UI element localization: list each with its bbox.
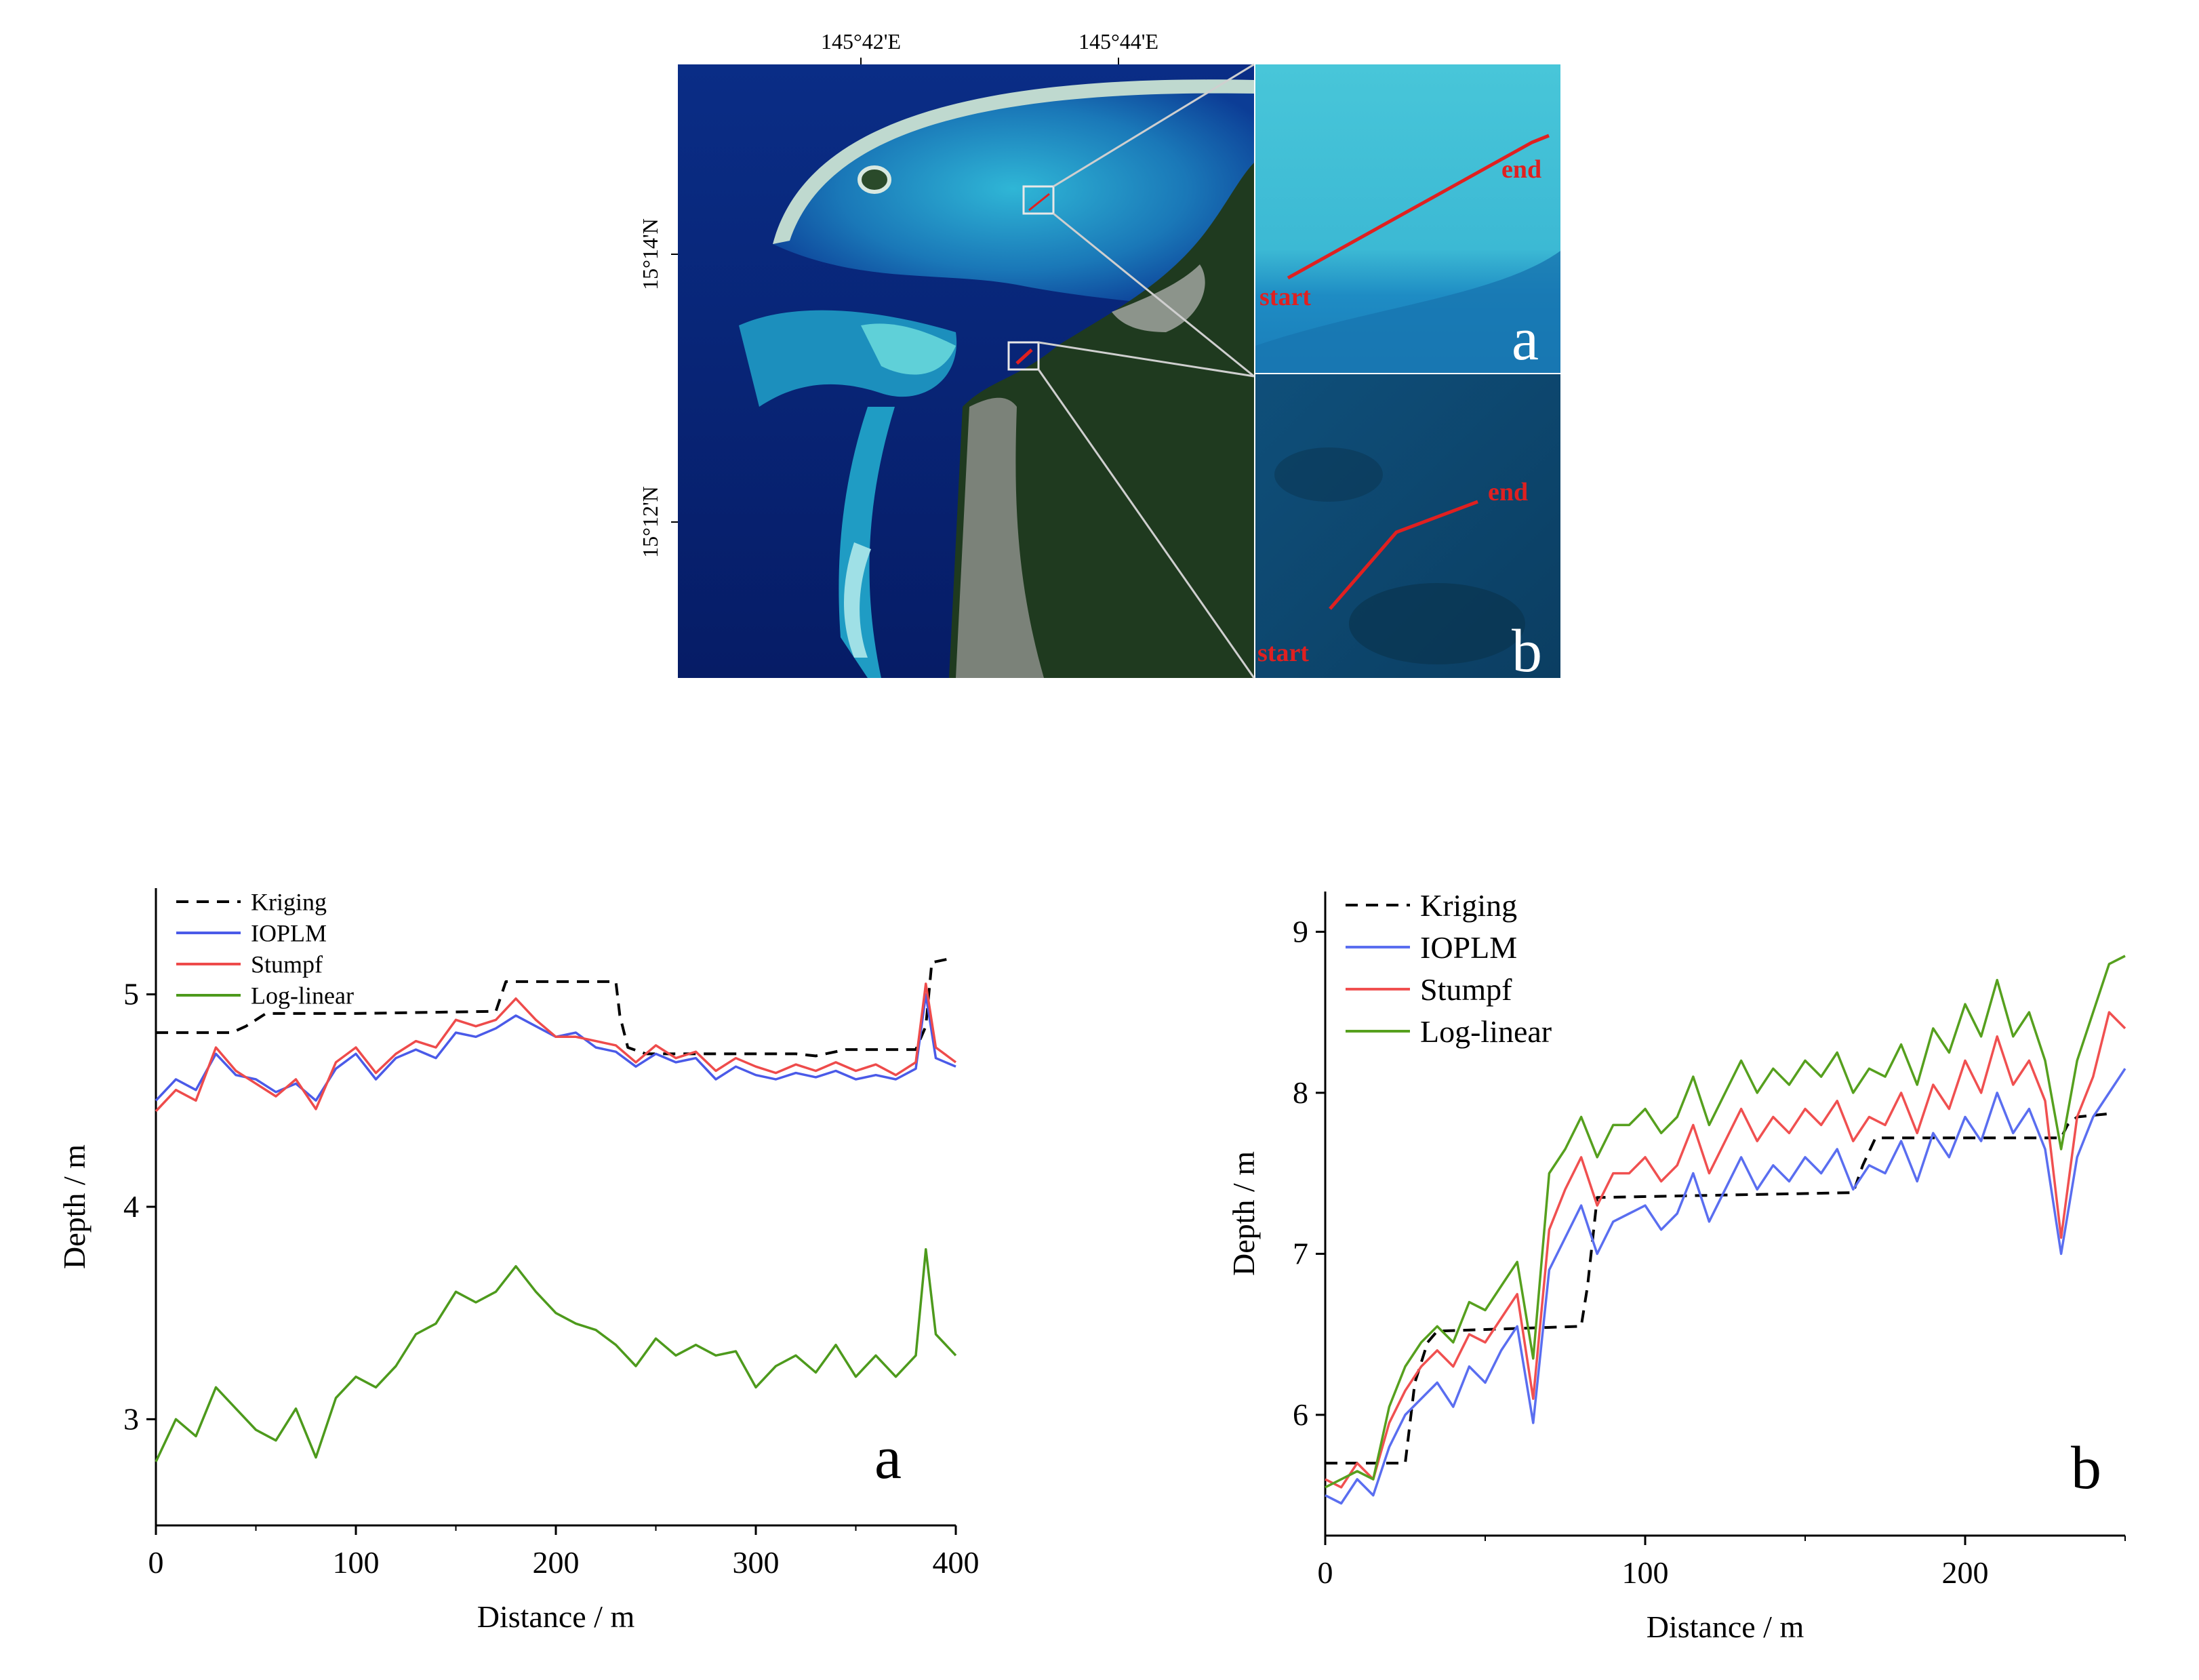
x-axis-label: Distance / m — [1647, 1609, 1804, 1644]
inset-b-end-label: end — [1488, 478, 1528, 506]
legend-label: Log-linear — [1420, 1014, 1552, 1049]
satellite-map-figure: 145°42'E 145°44'E 15°14'N 15°12'N — [638, 29, 1560, 685]
legend-label: Stumpf — [251, 951, 323, 978]
transect-line-a — [1287, 134, 1550, 280]
y-axis-label: Depth / m — [57, 1144, 92, 1269]
depth-profile-chart-b: 0 100 200 6 7 8 9 Distance / m Depth / m Kriging I… — [1226, 888, 2126, 1644]
main-satellite-panel — [671, 58, 1255, 679]
study-box-b — [1007, 341, 1040, 371]
y-tick-label: 6 — [1293, 1397, 1308, 1432]
lat-label-1: 15°14'N — [638, 218, 662, 290]
inset-panel-a: start end a — [1255, 64, 1560, 373]
series-line-stumpf — [155, 982, 957, 1113]
y-tick-label: 9 — [1293, 914, 1308, 948]
inset-b-start-label: start — [1257, 639, 1309, 667]
study-box-a — [1022, 185, 1055, 215]
series-line-ioplm — [1325, 1068, 2126, 1505]
inset-a-letter: a — [1512, 306, 1539, 373]
x-tick-label: 100 — [333, 1545, 380, 1580]
legend-label: Stumpf — [1420, 972, 1512, 1007]
series-line-kriging — [156, 957, 952, 1058]
x-tick-label: 0 — [1318, 1555, 1333, 1590]
y-tick-label: 8 — [1293, 1075, 1308, 1110]
x-tick-label: 100 — [1622, 1555, 1669, 1590]
lon-label-1: 145°42'E — [821, 29, 901, 54]
transect-line-b — [1329, 500, 1478, 610]
depth-profile-chart-a: 0 100 200 300 400 3 4 5 Distance / m Depth / m Kri… — [57, 888, 980, 1634]
lat-label-2: 15°12'N — [638, 486, 662, 558]
y-axis-label: Depth / m — [1226, 1151, 1261, 1276]
lon-label-2: 145°44'E — [1078, 29, 1158, 54]
legend-label: IOPLM — [1420, 930, 1517, 965]
series-line-stumpf — [1325, 1011, 2126, 1489]
series-line-ioplm — [155, 993, 956, 1102]
y-tick-label: 7 — [1293, 1236, 1308, 1271]
y-tick-label: 4 — [123, 1189, 139, 1224]
x-tick-label: 400 — [933, 1545, 980, 1580]
y-tick-label: 3 — [123, 1401, 139, 1436]
panel-letter: a — [874, 1424, 902, 1492]
inset-a-end-label: end — [1501, 155, 1541, 184]
series-line-log-linear — [1325, 955, 2126, 1489]
legend-label: Kriging — [1420, 888, 1517, 923]
legend-label: IOPLM — [251, 920, 327, 947]
series-line-log-linear — [155, 1247, 957, 1462]
x-axis-label: Distance / m — [477, 1599, 635, 1634]
legend-label: Kriging — [251, 889, 327, 916]
x-tick-label: 300 — [733, 1545, 780, 1580]
series-line-kriging — [1325, 1112, 2110, 1465]
x-tick-label: 200 — [533, 1545, 580, 1580]
inset-a-start-label: start — [1259, 283, 1311, 311]
inset-b-letter: b — [1512, 618, 1542, 685]
y-tick-label: 5 — [123, 977, 139, 1012]
panel-letter: b — [2071, 1435, 2101, 1502]
legend-label: Log-linear — [251, 982, 354, 1009]
x-tick-label: 200 — [1942, 1555, 1989, 1590]
x-tick-label: 0 — [148, 1545, 164, 1580]
inset-panel-b: start end b — [1255, 374, 1560, 685]
